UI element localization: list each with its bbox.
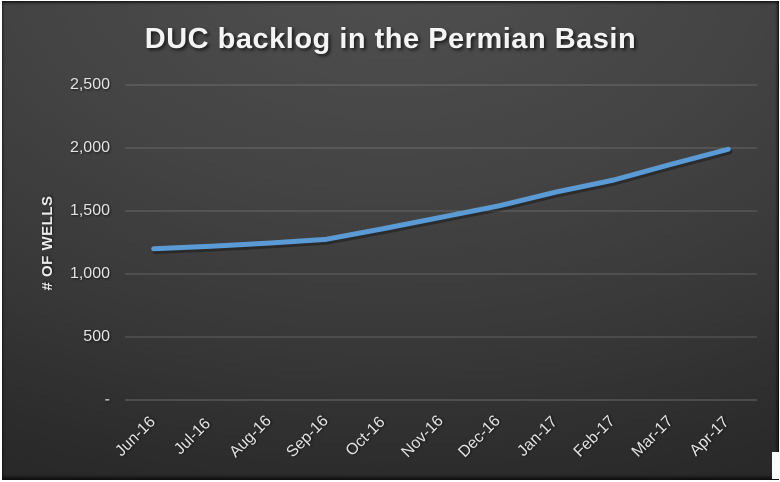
series-line-shadow [152, 149, 733, 255]
scrollbar-fragment [772, 452, 780, 479]
chart-title: DUC backlog in the Permian Basin [144, 23, 637, 55]
y-axis-tick-label: 2,500 [69, 76, 110, 93]
y-axis-tick-label: 1,000 [69, 265, 110, 282]
y-axis-tick-label: 2,000 [69, 139, 110, 156]
duc-backlog-series-line [151, 146, 731, 252]
y-axis-tick-label: 1,500 [69, 202, 110, 219]
y-axis-tick-label: - [104, 391, 110, 408]
y-axis-tick-label: 500 [83, 328, 110, 345]
